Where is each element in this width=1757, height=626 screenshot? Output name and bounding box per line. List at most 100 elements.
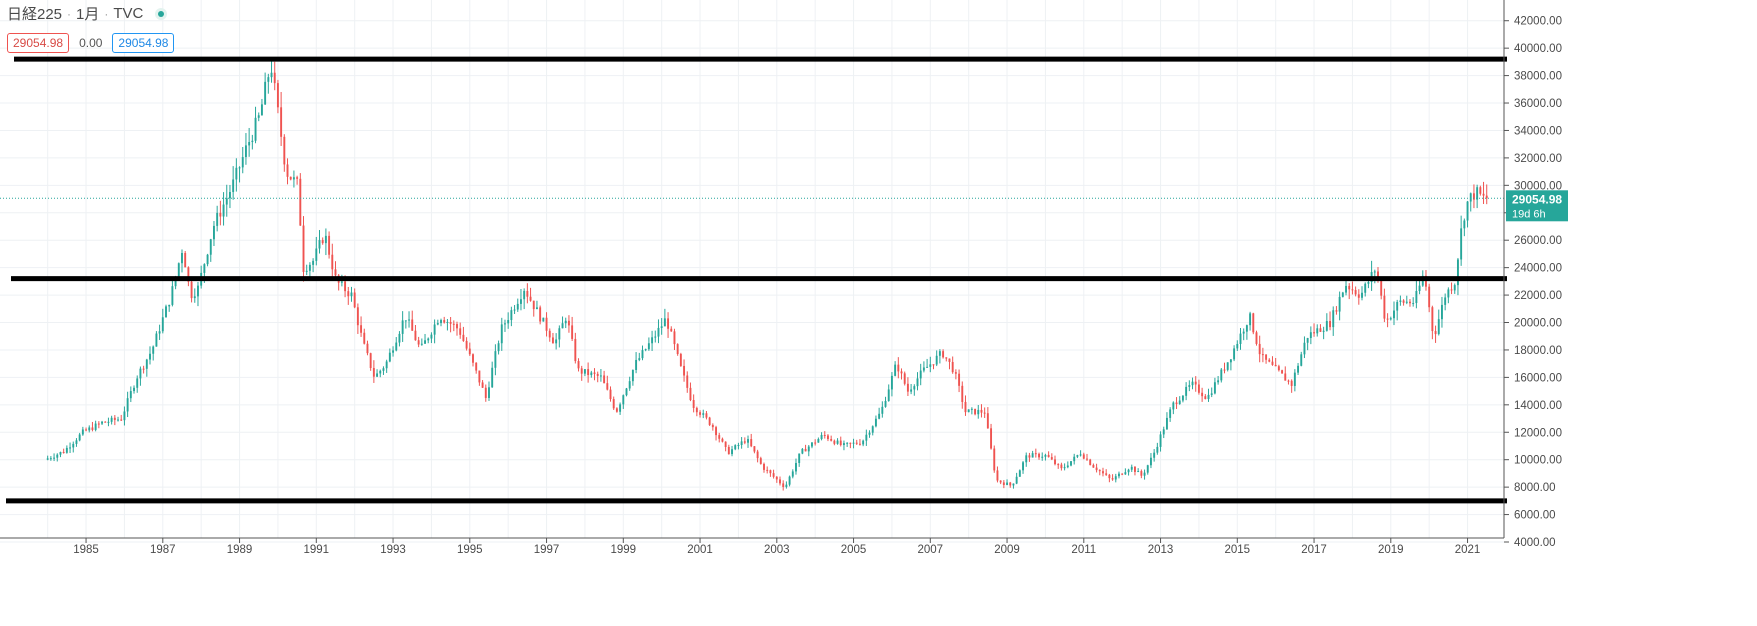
candle-body (1466, 201, 1469, 221)
candle-body (491, 367, 494, 388)
candle-body (1156, 446, 1159, 453)
candle-body (1319, 328, 1322, 332)
candle-body (587, 369, 590, 376)
candle-body (881, 406, 884, 414)
candle-body (312, 260, 315, 265)
candle-body (1456, 259, 1459, 286)
candle-body (1181, 395, 1184, 401)
candle-body (721, 438, 724, 442)
candle-body (612, 399, 615, 409)
candle-body (1022, 462, 1024, 471)
candle-body (740, 441, 743, 446)
candle-body (1361, 292, 1363, 298)
candle-body (1373, 271, 1376, 273)
candle-body (567, 320, 570, 326)
candle-body (1079, 454, 1082, 456)
candle-body (260, 104, 263, 116)
candle-body (276, 83, 279, 108)
open-value-box: 29054.98 (7, 33, 70, 53)
candle-body (1149, 457, 1152, 466)
x-tick-label: 1987 (150, 544, 176, 556)
candle-body (1060, 464, 1063, 469)
candle-body (353, 292, 356, 308)
candle-body (842, 443, 845, 446)
candle-body (673, 331, 676, 345)
candle-body (273, 72, 276, 84)
candle-body (142, 368, 145, 370)
candle-body (734, 445, 737, 450)
candle-body (302, 225, 305, 272)
candle-body (1277, 366, 1280, 371)
candle-body (948, 358, 951, 362)
candle-body (974, 408, 977, 415)
candle-body (526, 290, 529, 297)
candle-body (798, 453, 801, 463)
candle-body (1239, 333, 1242, 344)
x-tick-label: 2007 (917, 544, 943, 556)
x-tick-label: 1995 (457, 544, 483, 556)
candle-body (871, 426, 874, 433)
candle-body (97, 423, 100, 425)
candle-body (683, 365, 686, 376)
last-price-badge: 29054.98 19d 6h (1506, 190, 1568, 222)
candle-body (1185, 386, 1188, 396)
candle-body (1469, 193, 1472, 202)
x-tick-label: 2001 (687, 544, 713, 556)
candle-body (49, 458, 52, 460)
candle-body (1460, 228, 1463, 260)
candle-body (743, 441, 746, 443)
interval-label[interactable]: 1月 (76, 6, 100, 23)
candle-body (938, 351, 941, 356)
candle-body (168, 304, 171, 307)
candle-body (667, 318, 670, 329)
candle-body (213, 225, 215, 240)
candle-body (1450, 289, 1453, 291)
candle-body (1236, 343, 1239, 349)
symbol-name[interactable]: 日経225 (7, 6, 63, 23)
candle-body (590, 372, 593, 376)
market-status-icon[interactable] (155, 7, 168, 20)
candle-body (913, 386, 916, 390)
x-tick-label: 1991 (304, 544, 330, 556)
candle-body (388, 352, 391, 362)
candle-body (59, 452, 62, 455)
candle-body (133, 387, 135, 392)
candle-body (257, 115, 260, 118)
candle-body (1476, 187, 1479, 200)
candle-body (1066, 465, 1069, 468)
candle-body (1309, 332, 1312, 339)
candle-body (136, 378, 139, 388)
candle-body (708, 417, 711, 425)
candle-body (1441, 304, 1443, 320)
candle-body (433, 324, 436, 335)
candle-body (1300, 354, 1303, 366)
candle-body (53, 457, 56, 459)
candle-body (334, 269, 337, 276)
candle-body (766, 469, 769, 471)
candle-body (769, 470, 772, 474)
candle-body (1335, 310, 1338, 312)
candle-body (868, 432, 871, 435)
candle-body (641, 350, 644, 359)
candle-body (78, 434, 81, 441)
candle-body (1034, 453, 1037, 455)
candle-body (379, 370, 382, 374)
candle-body (692, 400, 695, 408)
candle-body (980, 409, 983, 413)
series-legend[interactable]: 日経225 · 1月 · TVC (7, 3, 168, 24)
candle-body (286, 164, 289, 177)
x-tick-label: 2003 (764, 544, 790, 556)
candle-body (1073, 456, 1076, 462)
candle-body (935, 355, 938, 365)
candle-body (1063, 467, 1066, 469)
y-tick-label: 36000.00 (1514, 98, 1562, 110)
candle-body (1444, 297, 1447, 305)
candle-body (452, 323, 455, 325)
candle-body (1249, 313, 1252, 326)
candle-body (443, 320, 446, 323)
candle-body (94, 423, 97, 430)
source-label: TVC (113, 5, 144, 22)
y-tick-label: 24000.00 (1514, 263, 1562, 275)
y-tick-label: 34000.00 (1514, 125, 1562, 137)
